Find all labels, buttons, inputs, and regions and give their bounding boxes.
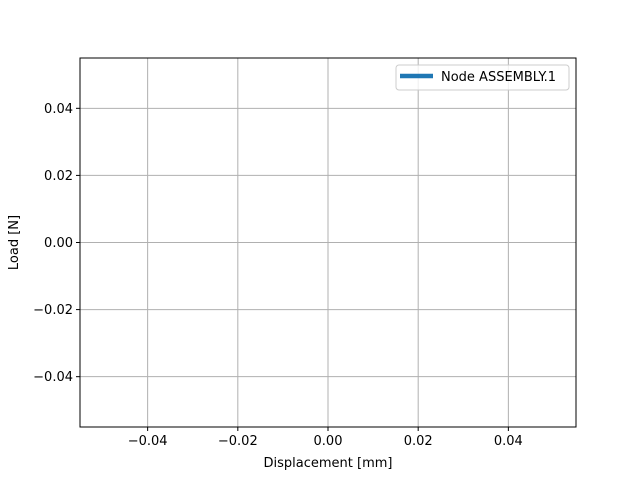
y-tick-label: 0.02	[44, 169, 73, 184]
grid-lines	[80, 58, 576, 427]
y-tick-label: 0.00	[44, 236, 73, 251]
y-axis-label: Load [N]	[7, 215, 22, 270]
legend: Node ASSEMBLY.1	[395, 64, 570, 91]
x-axis-label: Displacement [mm]	[264, 456, 393, 471]
x-tick-label: 0.00	[314, 434, 343, 449]
y-axis-ticks: −0.04 −0.02 0.00 0.02 0.04	[33, 102, 80, 385]
legend-label: Node ASSEMBLY.1	[441, 70, 556, 85]
legend-box	[395, 64, 570, 91]
y-tick-label: −0.04	[33, 370, 73, 385]
y-tick-label: −0.02	[33, 303, 73, 318]
x-tick-label: −0.02	[218, 434, 258, 449]
y-tick-label: 0.04	[44, 102, 73, 117]
x-axis-ticks: −0.04 −0.02 0.00 0.02 0.04	[128, 427, 523, 449]
x-tick-label: 0.02	[404, 434, 433, 449]
x-tick-label: 0.04	[494, 434, 523, 449]
x-tick-label: −0.04	[128, 434, 168, 449]
